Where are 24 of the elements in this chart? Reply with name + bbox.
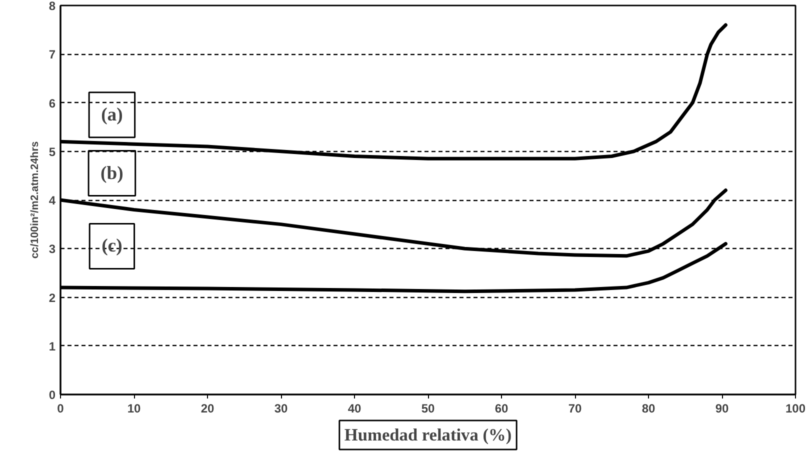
y-tick-label: 5 (48, 144, 56, 159)
y-tick-label: 4 (48, 194, 56, 208)
y-tick-label: 1 (48, 339, 56, 354)
y-tick-label: 7 (48, 48, 56, 62)
y-tick-label: 6 (48, 96, 56, 110)
annotation: (a) (101, 104, 123, 126)
x-tick-label: 0 (57, 402, 64, 416)
y-tick-label: 2 (48, 290, 56, 305)
x-tick-label: 100 (785, 402, 806, 416)
x-tick-label: 30 (274, 402, 288, 416)
y-axis-title: cc/100in²/m2.atm.24hrs (28, 141, 41, 259)
y-tick-label: 3 (48, 242, 56, 256)
y-tick-label: 0 (48, 388, 56, 402)
x-tick-label: 50 (421, 402, 435, 416)
x-tick-label: 70 (568, 402, 582, 416)
x-tick-label: 60 (494, 402, 508, 416)
annotation: (b) (100, 162, 124, 184)
x-tick-label: 90 (715, 402, 729, 416)
x-axis-title: Humedad relativa (%) (344, 426, 512, 444)
x-tick-label: 80 (642, 402, 656, 416)
x-tick-label: 40 (348, 402, 362, 416)
x-tick-label: 20 (200, 402, 214, 416)
y-tick-label: 8 (48, 0, 56, 13)
x-tick-label: 10 (127, 402, 141, 416)
